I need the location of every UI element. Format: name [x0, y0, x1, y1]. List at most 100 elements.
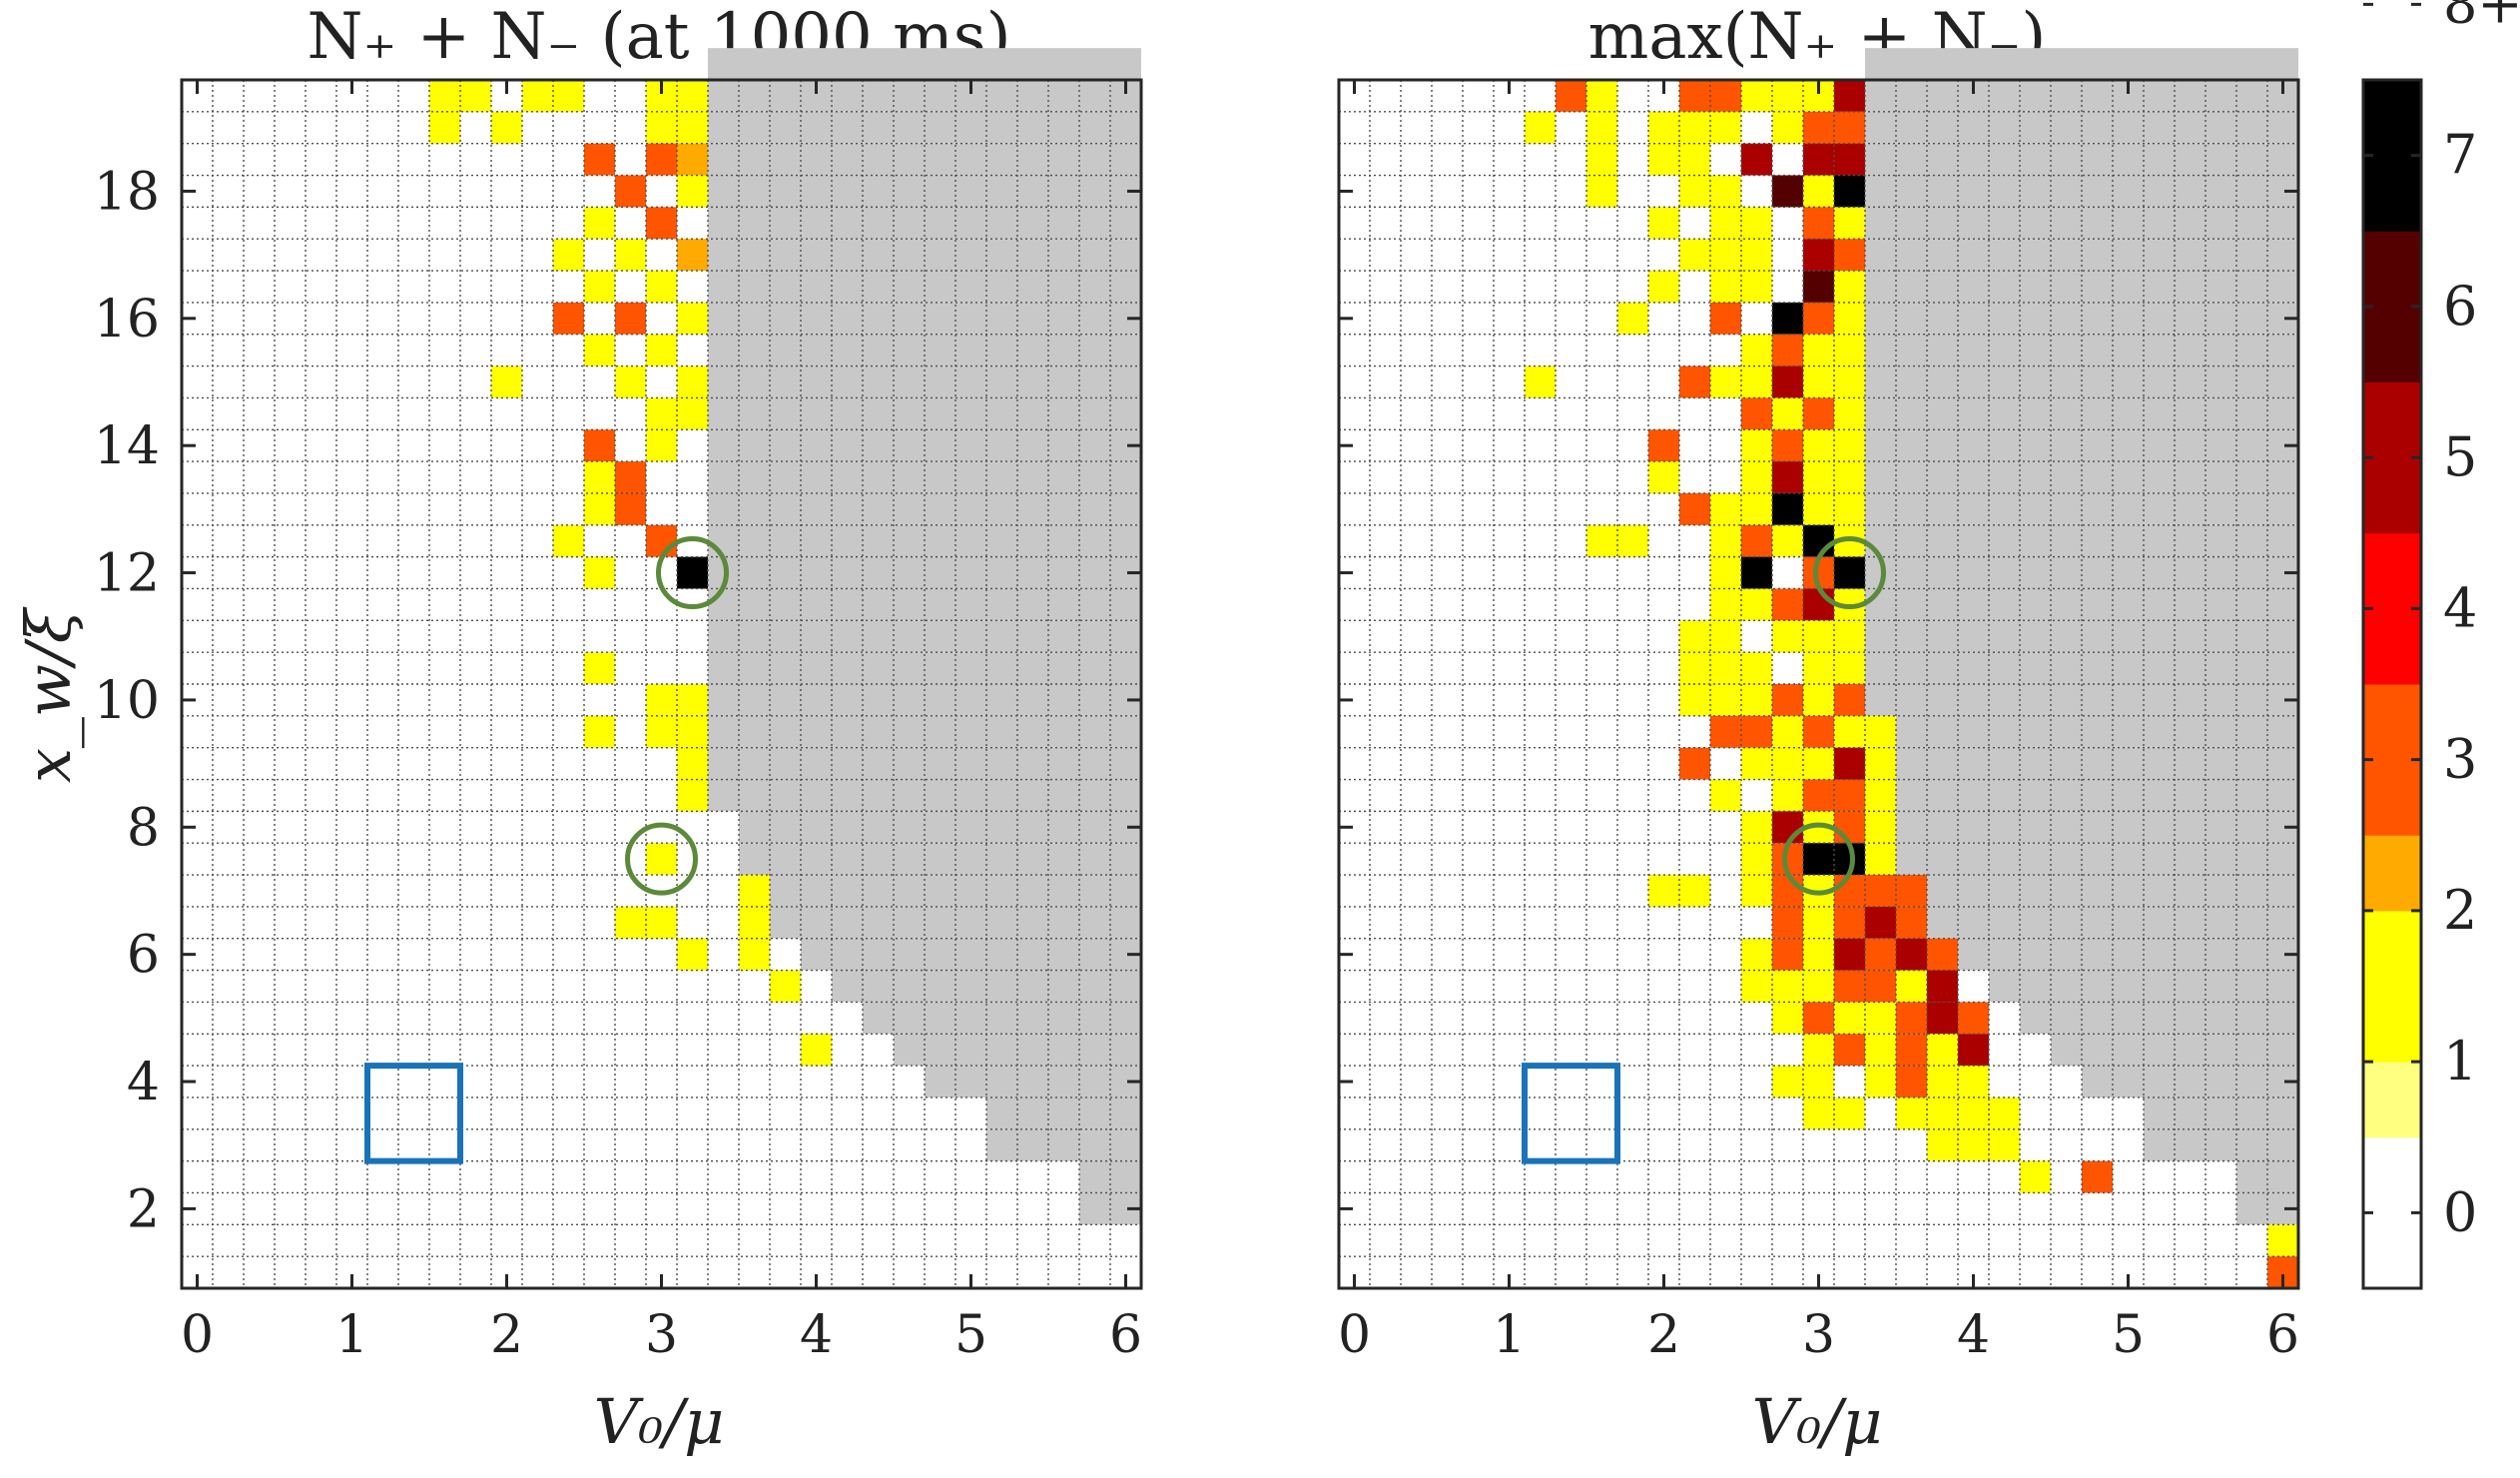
unstable-region-row: [739, 811, 1141, 844]
heatmap-cell: [1803, 524, 1834, 557]
heatmap-cell: [1772, 302, 1803, 335]
heatmap-cell: [1834, 461, 1865, 493]
heatmap-cell: [1803, 938, 1834, 971]
heatmap-cell: [1741, 239, 1772, 272]
circle-marker: [1782, 822, 1855, 896]
heatmap-cell: [1772, 938, 1803, 971]
heatmap-cell: [1679, 492, 1710, 525]
heatmap-cell: [1741, 524, 1772, 557]
heatmap-cell: [553, 524, 584, 557]
heatmap-cell: [1710, 652, 1741, 684]
unstable-region-row: [2082, 1066, 2298, 1098]
heatmap-cell: [646, 684, 677, 716]
heatmap-cell: [1803, 239, 1834, 272]
x-tick-label: 5: [2112, 1305, 2145, 1365]
heatmap-cell: [1741, 843, 1772, 876]
heatmap-cell: [1834, 143, 1865, 176]
colorbar-bin: [2363, 608, 2421, 685]
heatmap-cell: [677, 80, 708, 112]
heatmap-cell: [677, 175, 708, 208]
heatmap-cell: [1710, 175, 1741, 208]
heatmap-cell: [615, 461, 646, 493]
heatmap-cell: [677, 239, 708, 272]
heatmap-cell: [1834, 811, 1865, 844]
heatmap-cell: [1896, 970, 1927, 1003]
heatmap-cell: [646, 207, 677, 240]
heatmap-cell: [677, 302, 708, 335]
heatmap-cell: [1927, 1034, 1958, 1067]
unstable-region-row: [1896, 843, 2298, 876]
heatmap-cell: [460, 80, 491, 112]
heatmap-cell: [615, 302, 646, 335]
heatmap-cell: [1803, 1034, 1834, 1067]
y-tick-label: 4: [127, 1053, 160, 1112]
heatmap-cell: [1617, 524, 1648, 557]
heatmap-cell: [1896, 1002, 1927, 1035]
heatmap-cell: [584, 429, 615, 462]
heatmap-cell: [1803, 906, 1834, 939]
colorbar-tick-label: 0: [2443, 1180, 2477, 1243]
heatmap-cell: [1648, 207, 1679, 240]
heatmap-cell: [677, 779, 708, 812]
colorbar-tick-label: 1: [2443, 1030, 2477, 1093]
heatmap-cell: [491, 111, 522, 144]
heatmap-cell: [1648, 111, 1679, 144]
heatmap-cell: [646, 843, 677, 876]
heatmap-cell: [1803, 366, 1834, 398]
heatmap-cell: [1803, 843, 1834, 876]
heatmap-cell: [1741, 811, 1772, 844]
heatmap-cell: [1865, 1034, 1896, 1067]
heatmap-cell: [553, 239, 584, 272]
heatmap-cell: [1834, 271, 1865, 303]
x-tick-label: 4: [800, 1305, 833, 1365]
heatmap-cell: [1772, 620, 1803, 653]
y-tick-label: 18: [94, 162, 160, 222]
heatmap-cell: [1834, 80, 1865, 112]
heatmap-cell: [1586, 80, 1617, 112]
heatmap-cell: [429, 111, 460, 144]
heatmap-cell: [1927, 938, 1958, 971]
heatmap-cell: [1741, 747, 1772, 780]
heatmap-cell: [1803, 111, 1834, 144]
heatmap-cell: [1958, 1034, 1989, 1067]
heatmap-cell: [1772, 80, 1803, 112]
heatmap-cell: [1741, 80, 1772, 112]
heatmap-cell: [1741, 875, 1772, 907]
x-tick-label: 3: [645, 1305, 678, 1365]
heatmap-cell: [1834, 938, 1865, 971]
unstable-region-row: [708, 48, 1141, 80]
heatmap-cell: [1834, 1097, 1865, 1129]
heatmap-cell: [677, 747, 708, 780]
x-tick-label: 0: [1338, 1305, 1371, 1365]
x-tick-label: 5: [954, 1305, 987, 1365]
unstable-region-row: [1865, 397, 2298, 430]
heatmap-cell: [1710, 492, 1741, 525]
heatmap-cell: [1834, 397, 1865, 430]
circle-marker: [625, 822, 698, 896]
heatmap-cell: [553, 302, 584, 335]
heatmap-cell: [677, 111, 708, 144]
colorbar-tick-label: 5: [2443, 425, 2477, 488]
y-tick-label: 6: [127, 926, 160, 986]
heatmap-cell: [1741, 684, 1772, 716]
heatmap-cell: [1710, 524, 1741, 557]
x-tick-label: 2: [1647, 1305, 1680, 1365]
heatmap-cell: [1865, 779, 1896, 812]
x-tick-label: 6: [1109, 1305, 1142, 1365]
heatmap-cell: [584, 652, 615, 684]
heatmap-cell: [739, 906, 770, 939]
heatmap-cell: [584, 715, 615, 748]
unstable-region-row: [986, 1128, 1141, 1161]
heatmap-cell: [1679, 111, 1710, 144]
colorbar: 0 1 2 3 4 5 6 7 8+: [2361, 0, 2520, 1290]
heatmap-cell: [1648, 461, 1679, 493]
x-axis-label: V₀/μ: [1752, 1385, 1883, 1458]
heatmap-cell: [1679, 143, 1710, 176]
unstable-region-row: [708, 111, 1141, 144]
heatmap-cell: [1803, 652, 1834, 684]
colorbar-bin: [2363, 759, 2421, 836]
heatmap-cell: [1710, 556, 1741, 589]
colorbar-tick-label: 8+: [2443, 0, 2520, 35]
